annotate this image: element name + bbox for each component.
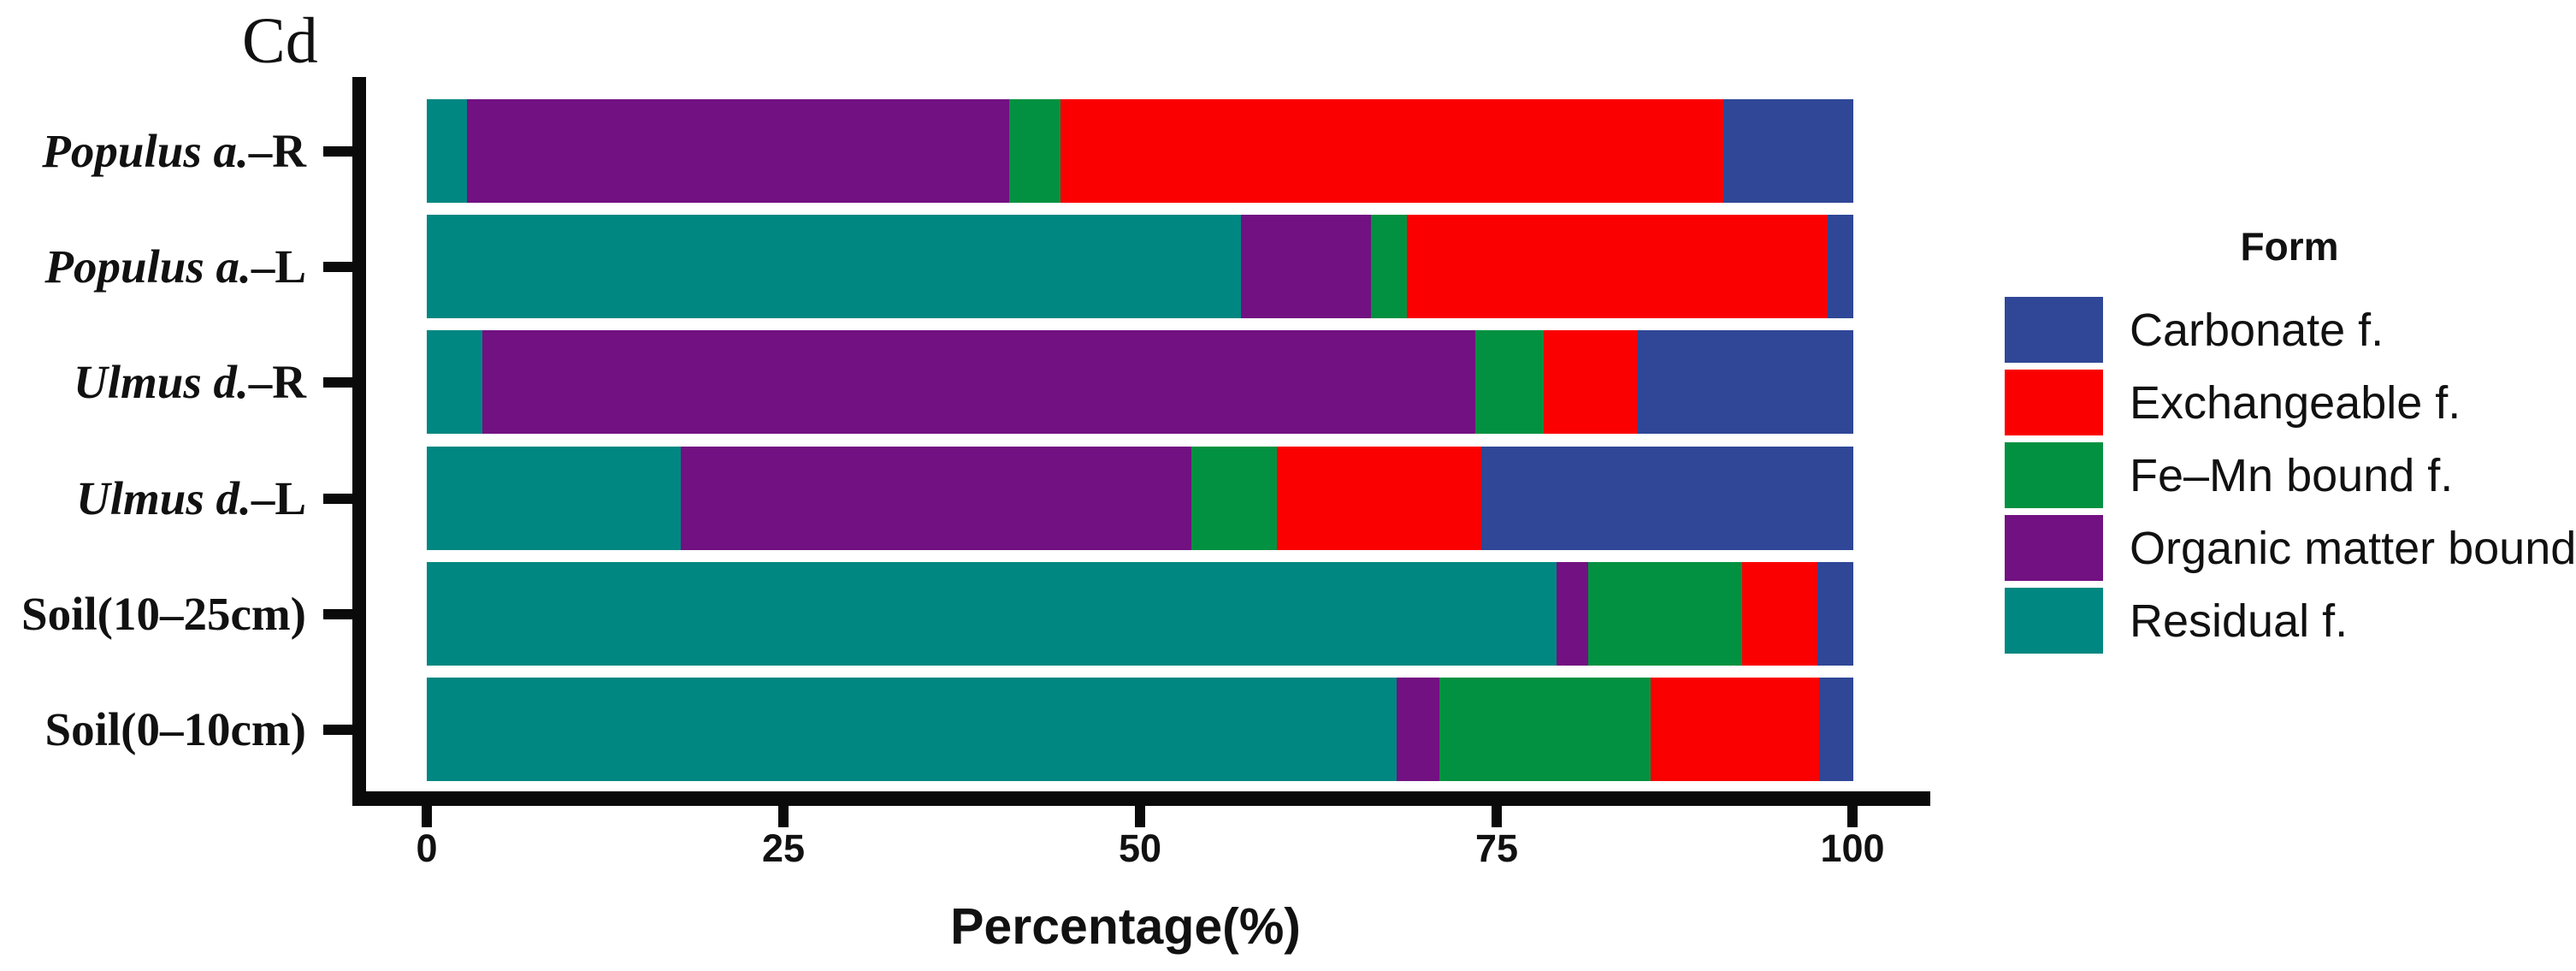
category-label: Soil(10–25cm) (21, 587, 306, 640)
y-axis-line (352, 77, 366, 806)
bar-segment (427, 447, 681, 550)
x-tick-label: 0 (416, 826, 438, 870)
x-tick-mark (778, 806, 789, 827)
y-tick-mark (323, 145, 352, 157)
legend-swatch (2005, 297, 2103, 363)
bar-segment (1406, 215, 1828, 318)
category-label: Ulmus d.–R (73, 355, 306, 408)
y-tick-mark (323, 608, 352, 619)
bar-segment (1544, 330, 1639, 434)
category-label: Populus a.–R (42, 124, 306, 177)
bar-segment (1587, 562, 1742, 666)
bar-segment (427, 99, 467, 203)
legend-items: Carbonate f. Exchangeable f. Fe–Mn bound f… (2005, 297, 2576, 654)
bar-segment (1191, 447, 1278, 550)
bar-segment (1060, 99, 1724, 203)
x-axis-title: Percentage(%) (950, 898, 1301, 955)
legend-title: Form (2240, 224, 2339, 269)
x-tick-mark (1135, 806, 1145, 827)
bar-segment (1651, 678, 1819, 781)
y-tick-mark (323, 493, 352, 504)
bar-row (427, 678, 1853, 781)
bar-segment (1439, 678, 1651, 781)
bar-segment (1008, 99, 1061, 203)
y-tick-mark (323, 376, 352, 388)
legend-label: Fe–Mn bound f. (2130, 449, 2454, 501)
x-tick-label: 75 (1474, 826, 1519, 870)
bar-segment (680, 447, 1192, 550)
bar-segment (1723, 99, 1853, 203)
bar-segment (1397, 678, 1440, 781)
bar-segment (1638, 330, 1853, 434)
legend-item: Residual f. (2005, 588, 2576, 654)
bar-segment (1818, 678, 1853, 781)
bar-segment (1474, 330, 1545, 434)
bar-segment (1371, 215, 1407, 318)
bar-segment (482, 330, 1475, 434)
legend-label: Residual f. (2130, 595, 2349, 647)
y-tick-mark (323, 261, 352, 272)
legend-swatch (2005, 588, 2103, 654)
x-tick-mark (1847, 806, 1858, 827)
x-tick-label: 25 (761, 826, 806, 870)
x-tick-mark (422, 806, 432, 827)
legend-item: Fe–Mn bound f. (2005, 442, 2576, 508)
category-label: Ulmus d.–L (76, 471, 306, 524)
legend-item: Organic matter bound f. (2005, 515, 2576, 581)
legend-label: Carbonate f. (2130, 304, 2384, 356)
bar-segment (427, 330, 483, 434)
bar-segment (1480, 447, 1853, 550)
x-tick-label: 50 (1118, 826, 1162, 870)
bar-row (427, 99, 1853, 203)
bar-segment (427, 678, 1397, 781)
bar-segment (1827, 215, 1853, 318)
category-label: Soil(0–10cm) (44, 702, 306, 755)
legend-swatch (2005, 442, 2103, 508)
y-tick-mark (323, 724, 352, 735)
x-tick-mark (1492, 806, 1502, 827)
legend-item: Exchangeable f. (2005, 370, 2576, 435)
x-axis-line (352, 791, 1930, 806)
bar-segment (1817, 562, 1853, 666)
bar-segment (1741, 562, 1818, 666)
bar-row (427, 447, 1853, 550)
legend: Form Carbonate f. Exchangeable f. Fe–Mn bo… (2005, 225, 2576, 660)
bar-segment (1557, 562, 1588, 666)
legend-label: Exchangeable f. (2130, 376, 2461, 429)
legend-swatch (2005, 370, 2103, 435)
bar-row (427, 215, 1853, 318)
bar-segment (427, 215, 1242, 318)
bar-row (427, 330, 1853, 434)
category-label: Populus a.–L (44, 240, 306, 293)
x-tick-label: 100 (1820, 826, 1885, 870)
bar-segment (1277, 447, 1481, 550)
bar-segment (1241, 215, 1372, 318)
legend-item: Carbonate f. (2005, 297, 2576, 363)
chart-title: Cd (242, 5, 318, 77)
bar-segment (466, 99, 1009, 203)
legend-label: Organic matter bound f. (2130, 522, 2576, 574)
bar-segment (427, 562, 1557, 666)
legend-swatch (2005, 515, 2103, 581)
bar-row (427, 562, 1853, 666)
